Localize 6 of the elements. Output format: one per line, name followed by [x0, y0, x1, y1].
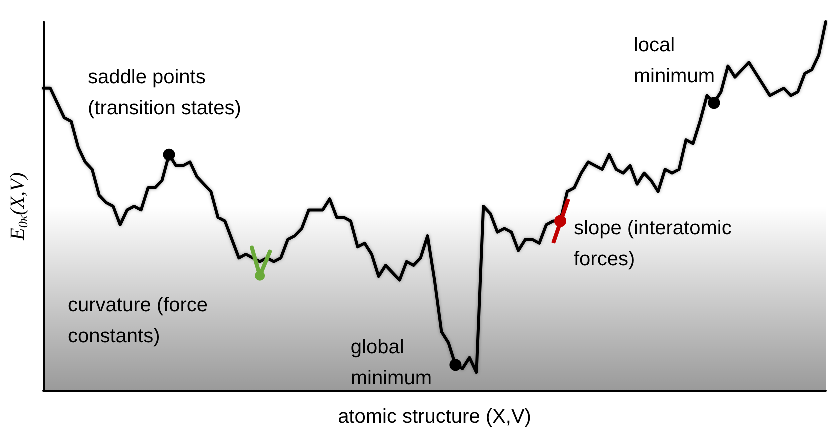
annotation: saddle points (transition states)	[88, 66, 242, 120]
x-axis-title: atomic structure (X,V)	[338, 406, 532, 428]
annotation: slope (interatomic forces)	[574, 218, 732, 270]
y-axis-title: E0κ(X,V)	[7, 172, 30, 242]
annotation: local minimum	[634, 34, 716, 88]
annotation: curvature (force constants)	[68, 294, 208, 348]
